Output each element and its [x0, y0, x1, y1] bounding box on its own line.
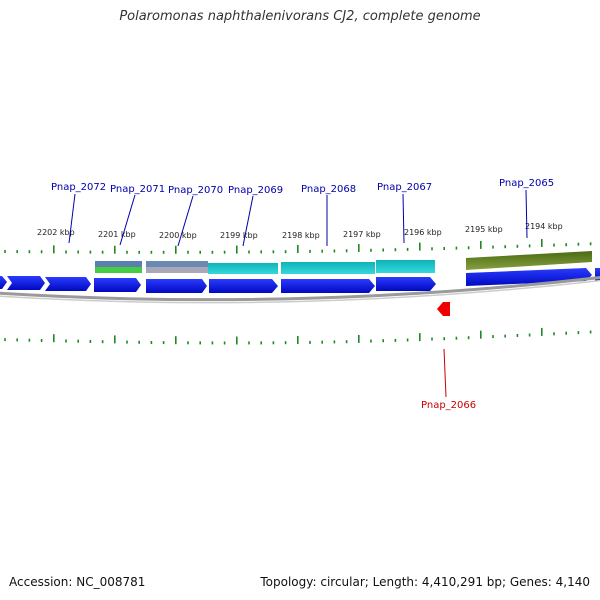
feature-bar[interactable]	[146, 267, 208, 273]
gene-label[interactable]: Pnap_2069	[228, 185, 283, 196]
gene-arrow[interactable]	[209, 279, 278, 293]
feature-bar[interactable]	[95, 261, 142, 267]
scale-label: 2197 kbp	[343, 230, 381, 239]
accession-text: Accession: NC_008781	[9, 575, 146, 589]
gene-label[interactable]: Pnap_2068	[301, 184, 356, 195]
inner-tick-row	[4, 327, 592, 345]
gene-arrow-reverse[interactable]	[437, 302, 450, 316]
gene-arrow[interactable]	[146, 279, 207, 293]
gene-track	[0, 268, 600, 293]
gene-arrow[interactable]	[0, 276, 7, 289]
gene-arrow[interactable]	[94, 278, 141, 292]
gene-label[interactable]: Pnap_2070	[168, 185, 223, 196]
scale-label: 2202 kbp	[37, 228, 75, 237]
genome-backbone-shadow	[0, 279, 600, 304]
scale-label: 2194 kbp	[525, 222, 563, 231]
genome-backbone	[0, 276, 600, 302]
map-title: Polaromonas naphthalenivorans CJ2, compl…	[119, 9, 481, 24]
scale-label: 2199 kbp	[220, 231, 258, 240]
feature-track	[95, 251, 592, 274]
scale-label: 2195 kbp	[465, 225, 503, 234]
genome-summary-text: Topology: circular; Length: 4,410,291 bp…	[260, 575, 590, 589]
gene-arrow[interactable]	[45, 277, 91, 291]
scale-labels: 2202 kbp 2201 kbp 2200 kbp 2199 kbp 2198…	[37, 222, 563, 240]
label-connectors	[68, 189, 528, 398]
feature-bar[interactable]	[146, 261, 208, 267]
gene-labels: Pnap_2072 Pnap_2071 Pnap_2070 Pnap_2069 …	[51, 178, 554, 411]
scale-label: 2196 kbp	[404, 228, 442, 237]
gene-label[interactable]: Pnap_2071	[110, 184, 165, 195]
gene-arrow[interactable]	[376, 277, 436, 291]
gene-label[interactable]: Pnap_2066	[421, 400, 476, 411]
gene-label[interactable]: Pnap_2067	[377, 182, 432, 193]
gene-arrow[interactable]	[7, 276, 45, 290]
feature-bar[interactable]	[376, 260, 435, 273]
feature-bar[interactable]	[208, 263, 278, 274]
scale-label: 2198 kbp	[282, 231, 320, 240]
gene-label[interactable]: Pnap_2072	[51, 182, 106, 193]
scale-label: 2201 kbp	[98, 230, 136, 239]
outer-tick-row	[4, 239, 592, 254]
scale-label: 2200 kbp	[159, 231, 197, 240]
feature-bar[interactable]	[95, 267, 142, 273]
gene-arrow[interactable]	[281, 279, 375, 293]
gene-label[interactable]: Pnap_2065	[499, 178, 554, 189]
feature-bar[interactable]	[281, 262, 375, 274]
feature-bar[interactable]	[466, 251, 592, 270]
